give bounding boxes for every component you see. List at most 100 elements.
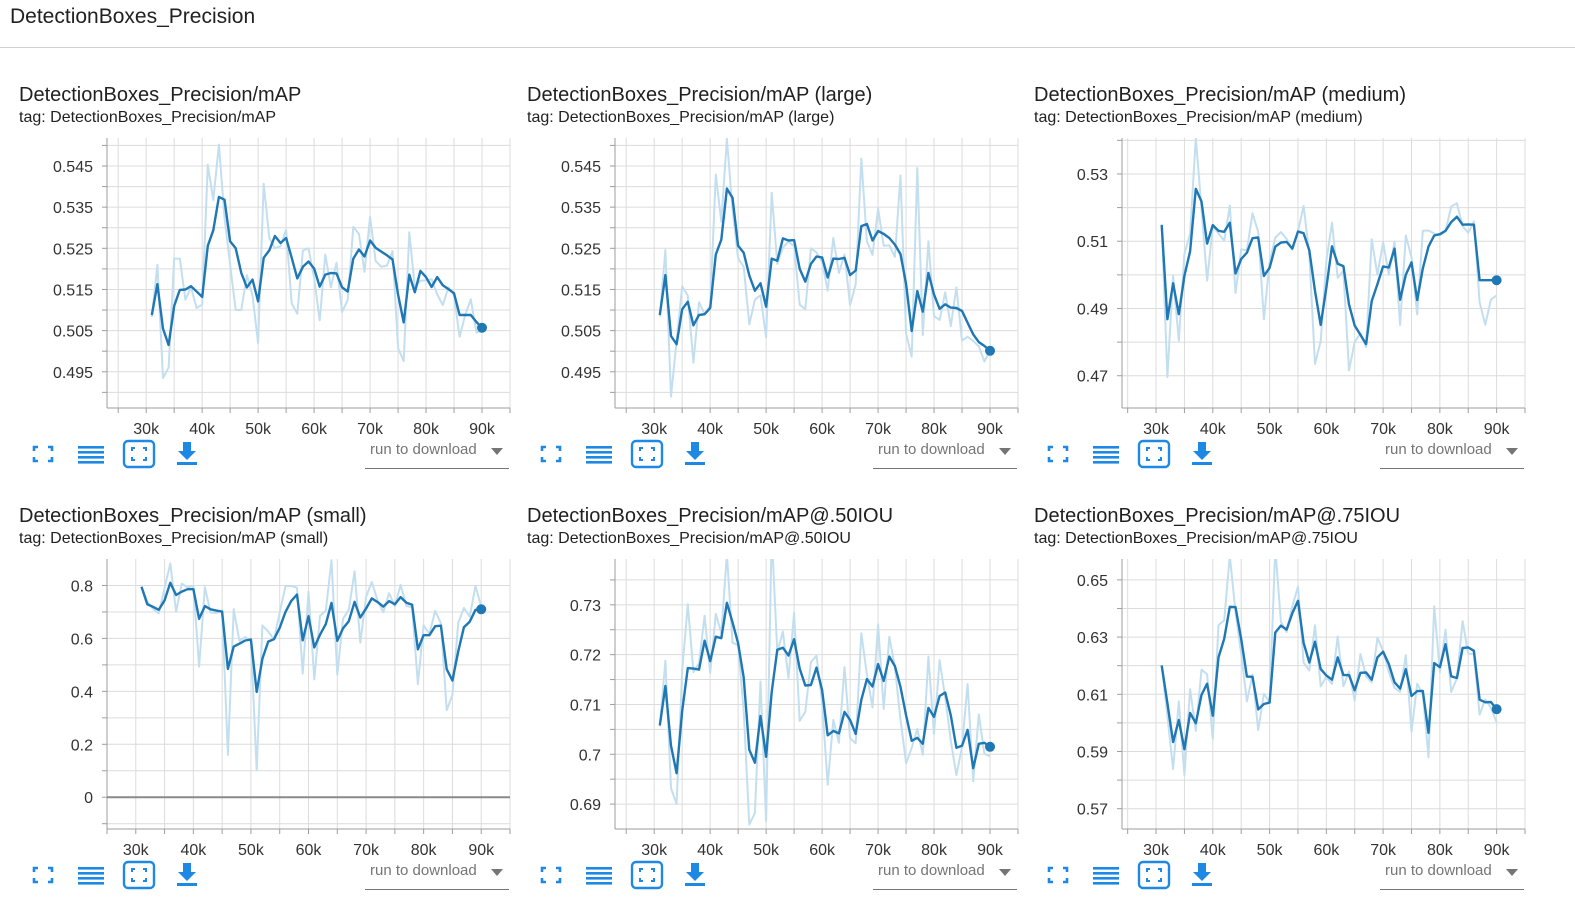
log-scale-icon-bar — [78, 882, 104, 885]
y-tick-label: 0.525 — [53, 241, 93, 258]
fullscreen-button[interactable] — [1040, 859, 1076, 891]
log-scale-button[interactable] — [1088, 438, 1124, 470]
fit-domain-button[interactable] — [629, 438, 665, 470]
x-tick-label: 50k — [753, 842, 780, 856]
log-scale-icon — [78, 867, 104, 885]
fullscreen-button[interactable] — [25, 438, 61, 470]
y-tick-label: 0.8 — [71, 578, 93, 595]
fullscreen-button[interactable] — [25, 859, 61, 891]
y-tick-label: 0.63 — [1077, 630, 1108, 647]
run-to-download-select[interactable]: run to download — [365, 438, 509, 469]
log-scale-button[interactable] — [581, 859, 617, 891]
log-scale-button[interactable] — [581, 438, 617, 470]
log-scale-button[interactable] — [73, 859, 109, 891]
chevron-down-icon — [999, 448, 1011, 455]
x-tick-label: 40k — [189, 421, 216, 435]
card-tag: tag: DetectionBoxes_Precision/mAP@.75IOU — [1034, 530, 1358, 547]
y-tick-label: 0.6 — [71, 631, 93, 648]
fullscreen-icon-path — [32, 445, 54, 463]
x-tick-label: 60k — [1313, 421, 1340, 435]
fit-domain-icon-corners — [1146, 447, 1162, 461]
chart-plot: 30k 40k 50k 60k 70k 80k 90k 0.57 0.59 0.61 0.63 0.6… — [1077, 559, 1526, 856]
y-tick-label: 0 — [84, 790, 93, 807]
y-tick-label: 0.4 — [71, 684, 93, 701]
log-scale-icon — [1093, 446, 1119, 464]
log-scale-button[interactable] — [1088, 859, 1124, 891]
x-tick-label: 90k — [977, 842, 1004, 856]
run-to-download-label: run to download — [878, 862, 985, 879]
download-icon-arrow — [686, 863, 704, 881]
x-tick-label: 60k — [809, 842, 836, 856]
fit-domain-button[interactable] — [121, 859, 157, 891]
log-scale-icon-bar — [78, 877, 104, 880]
grid-horizontal — [102, 144, 510, 393]
fullscreen-button[interactable] — [533, 859, 569, 891]
log-scale-icon-bar — [1093, 456, 1119, 459]
log-scale-icon-bar — [78, 461, 104, 464]
log-scale-icon — [586, 446, 612, 464]
log-scale-icon-bar — [1093, 877, 1119, 880]
run-to-download-select[interactable]: run to download — [873, 859, 1017, 890]
fit-domain-icon — [1137, 439, 1171, 469]
fit-domain-button[interactable] — [1136, 859, 1172, 891]
fit-domain-button[interactable] — [1136, 438, 1172, 470]
download-icon-base — [177, 883, 197, 886]
y-tick-label: 0.535 — [561, 200, 601, 217]
download-button[interactable] — [169, 438, 205, 470]
y-tick-label: 0.505 — [561, 324, 601, 341]
download-button[interactable] — [677, 859, 713, 891]
x-tick-label: 40k — [697, 421, 724, 435]
fit-domain-button[interactable] — [629, 859, 665, 891]
chart-toolbar: run to download — [29, 859, 509, 891]
run-to-download-label: run to download — [370, 862, 477, 879]
fullscreen-icon-path — [32, 866, 54, 884]
log-scale-icon-bar — [78, 872, 104, 875]
log-scale-button[interactable] — [73, 438, 109, 470]
download-icon-arrow — [178, 442, 196, 460]
log-scale-icon-bar — [78, 867, 104, 870]
smoothed-series-line — [1160, 187, 1497, 346]
x-tick-label: 60k — [809, 421, 836, 435]
x-tick-label: 80k — [411, 842, 438, 856]
card-tag: tag: DetectionBoxes_Precision/mAP — [19, 109, 277, 126]
download-icon-arrow — [1193, 442, 1211, 460]
section-title: DetectionBoxes_Precision — [10, 5, 256, 28]
grid-horizontal — [610, 144, 1018, 393]
smoothed-series-line — [150, 195, 483, 347]
download-icon-arrow — [686, 442, 704, 460]
fit-domain-icon-frame — [1137, 439, 1171, 469]
fullscreen-icon — [1047, 866, 1069, 884]
download-icon-arrow — [178, 863, 196, 881]
x-tick-label: 50k — [1257, 421, 1284, 435]
fit-domain-button[interactable] — [121, 438, 157, 470]
smoothed-series-line — [658, 601, 991, 775]
run-to-download-label: run to download — [370, 441, 477, 458]
card-title: DetectionBoxes_Precision/mAP@.50IOU — [527, 505, 894, 527]
chart-toolbar: run to download — [537, 438, 1017, 470]
download-button[interactable] — [1184, 859, 1220, 891]
run-to-download-label: run to download — [1385, 441, 1492, 458]
run-to-download-select[interactable]: run to download — [1380, 438, 1524, 469]
log-scale-icon-bar — [586, 882, 612, 885]
fullscreen-button[interactable] — [1040, 438, 1076, 470]
y-tick-label: 0.61 — [1077, 687, 1108, 704]
x-tick-label: 30k — [641, 842, 668, 856]
run-to-download-select[interactable]: run to download — [1380, 859, 1524, 890]
fit-domain-icon-frame — [1137, 860, 1171, 890]
log-scale-icon-bar — [586, 451, 612, 454]
download-button[interactable] — [1184, 438, 1220, 470]
chart-toolbar: run to download — [29, 438, 509, 470]
x-tick-label: 30k — [1143, 842, 1170, 856]
run-to-download-label: run to download — [878, 441, 985, 458]
x-tick-label: 80k — [1427, 842, 1454, 856]
card-tag: tag: DetectionBoxes_Precision/mAP (mediu… — [1034, 109, 1363, 126]
run-to-download-select[interactable]: run to download — [365, 859, 509, 890]
fit-domain-icon — [630, 860, 664, 890]
run-to-download-select[interactable]: run to download — [873, 438, 1017, 469]
download-button[interactable] — [169, 859, 205, 891]
download-button[interactable] — [677, 438, 713, 470]
fullscreen-button[interactable] — [533, 438, 569, 470]
fit-domain-icon-corners — [1146, 868, 1162, 882]
download-icon-base — [685, 462, 705, 465]
x-tick-label: 90k — [1484, 421, 1511, 435]
